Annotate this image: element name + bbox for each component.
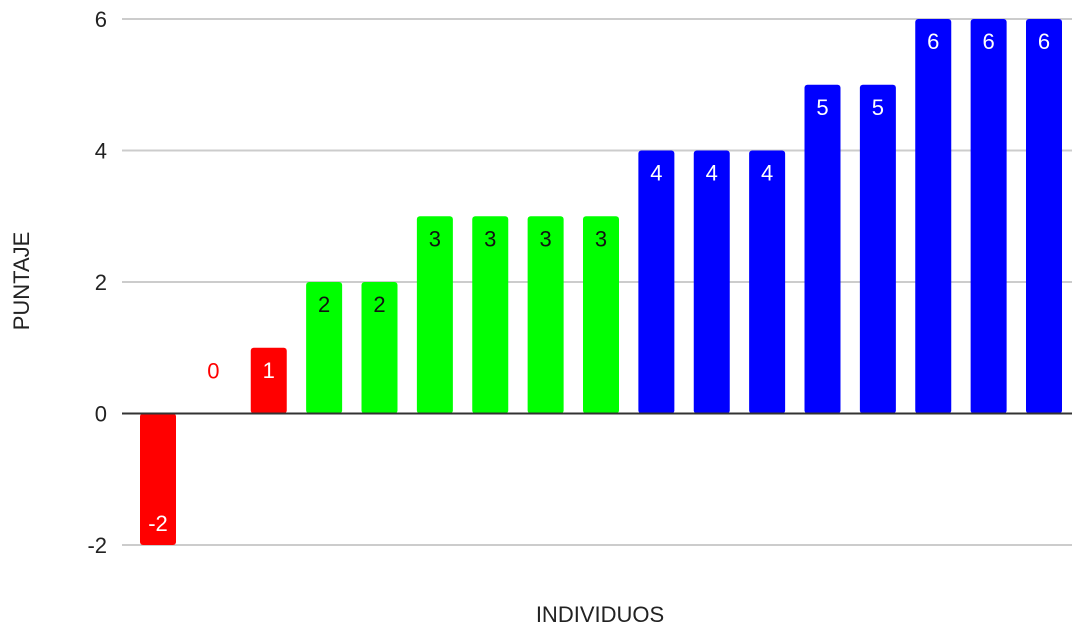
data-label: 2 bbox=[318, 292, 330, 317]
data-label: 0 bbox=[207, 359, 219, 384]
bar bbox=[583, 216, 619, 414]
data-label: 2 bbox=[373, 292, 385, 317]
y-tick-labels: -2 0 2 4 6 bbox=[87, 7, 107, 558]
bar bbox=[970, 19, 1007, 414]
data-label: 6 bbox=[1038, 29, 1050, 54]
bar bbox=[638, 150, 675, 414]
x-axis-title: INDIVIDUOS bbox=[536, 602, 664, 627]
data-label: 3 bbox=[429, 226, 441, 251]
bar bbox=[859, 84, 896, 414]
y-axis-title: PUNTAJE bbox=[9, 232, 34, 331]
bar bbox=[250, 347, 287, 414]
data-label: 3 bbox=[540, 226, 552, 251]
gridlines bbox=[122, 18, 1072, 546]
data-label: 4 bbox=[761, 161, 773, 186]
data-label: 3 bbox=[484, 226, 496, 251]
bar bbox=[472, 216, 509, 414]
data-label: 4 bbox=[706, 161, 718, 186]
data-label: -2 bbox=[148, 511, 168, 536]
data-label: 6 bbox=[927, 29, 939, 54]
bar bbox=[804, 84, 841, 414]
y-tick-label: 0 bbox=[95, 402, 107, 427]
data-labels: -2 0 1 2 2 3 3 3 3 4 4 4 5 5 6 6 6 bbox=[148, 29, 1050, 536]
data-label: 4 bbox=[650, 161, 662, 186]
bar bbox=[361, 282, 398, 414]
y-tick-label: 4 bbox=[95, 139, 107, 164]
bars bbox=[140, 19, 1062, 545]
y-tick-label: 6 bbox=[95, 7, 107, 32]
data-label: 5 bbox=[816, 95, 828, 120]
bar bbox=[1026, 19, 1062, 414]
bar bbox=[306, 282, 343, 414]
bar bbox=[416, 216, 453, 414]
data-label: 1 bbox=[263, 358, 275, 383]
bar bbox=[140, 413, 176, 545]
bar bbox=[693, 150, 730, 414]
bar bbox=[749, 150, 786, 414]
data-label: 3 bbox=[595, 226, 607, 251]
bar bbox=[527, 216, 564, 414]
bar bbox=[915, 19, 952, 414]
y-tick-label: 2 bbox=[95, 270, 107, 295]
y-tick-label: -2 bbox=[87, 533, 107, 558]
data-label: 5 bbox=[872, 95, 884, 120]
data-label: 6 bbox=[983, 29, 995, 54]
